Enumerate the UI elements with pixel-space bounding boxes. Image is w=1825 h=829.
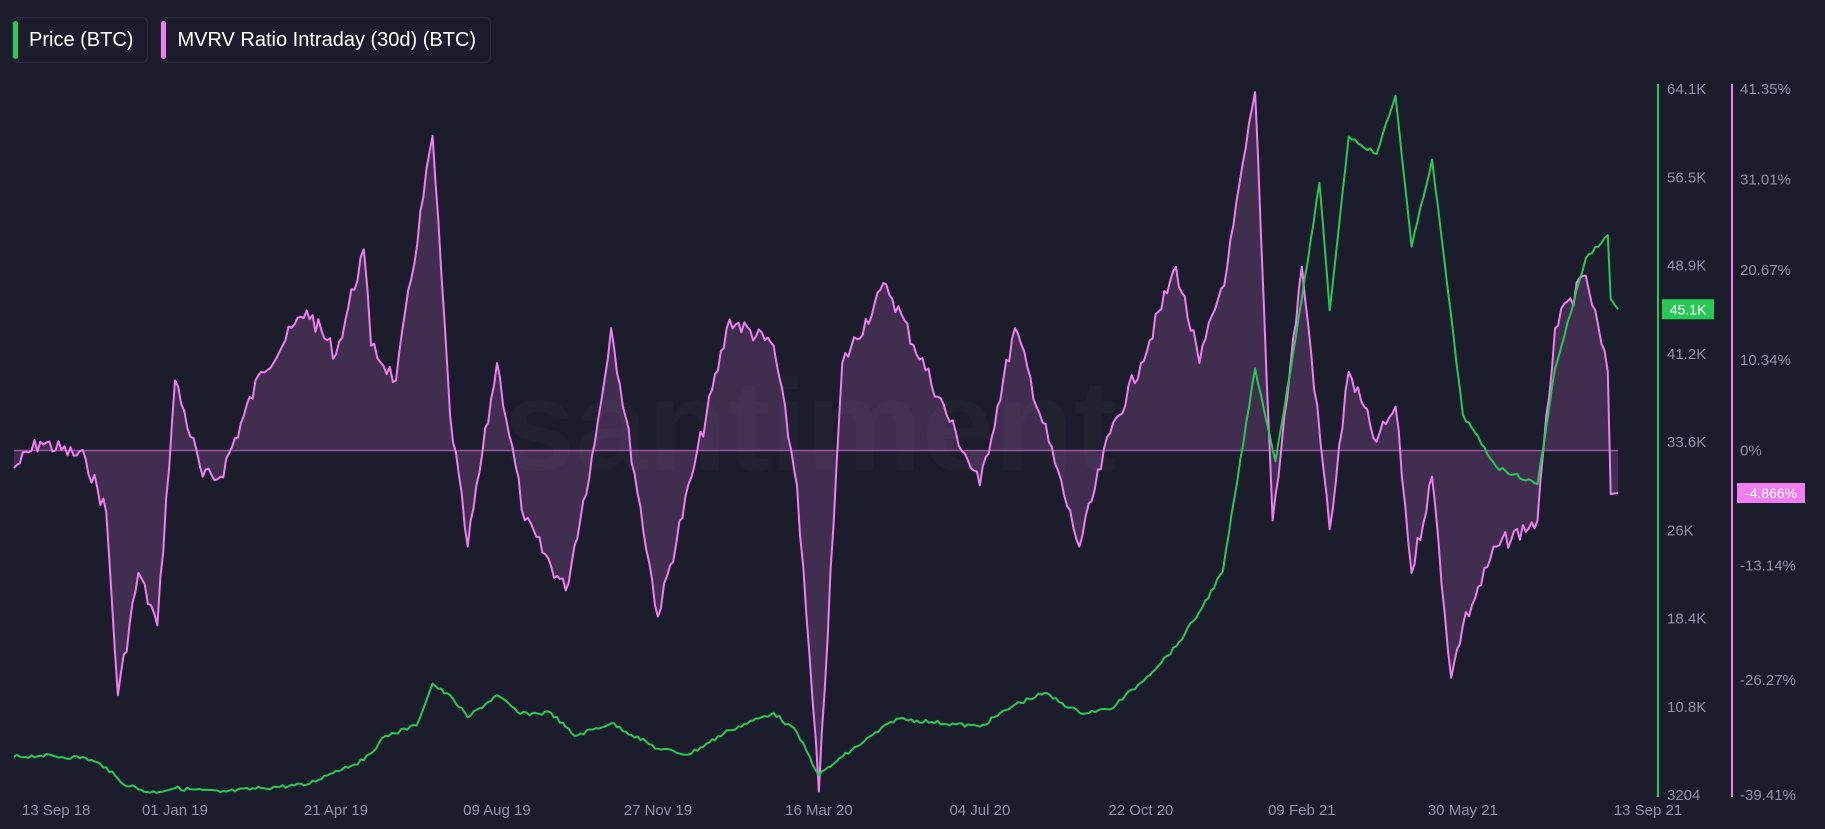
x-axis-tick-label: 22 Oct 20 bbox=[1108, 802, 1173, 819]
legend-item-price[interactable]: Price (BTC) bbox=[12, 17, 149, 63]
right-axis-tick-label: 31.01% bbox=[1740, 171, 1791, 188]
price-series-line bbox=[13, 95, 1619, 794]
price-swatch bbox=[13, 21, 18, 59]
right-axis-tick-label: 20.67% bbox=[1740, 262, 1791, 279]
legend-item-mvrv[interactable]: MVRV Ratio Intraday (30d) (BTC) bbox=[160, 17, 492, 63]
x-axis-tick-label: 21 Apr 19 bbox=[304, 802, 368, 819]
current-mvrv-label: -4.866% bbox=[1745, 485, 1797, 501]
chart-legend: Price (BTC) MVRV Ratio Intraday (30d) (B… bbox=[12, 17, 492, 63]
x-axis-tick-label: 09 Feb 21 bbox=[1268, 802, 1336, 819]
left-axis-tick-label: 56.5K bbox=[1667, 169, 1706, 186]
right-axis-tick-label: -26.27% bbox=[1740, 672, 1796, 689]
right-axis-tick-label: -39.41% bbox=[1740, 787, 1796, 804]
mvrv-layer bbox=[13, 91, 1619, 793]
left-axis-tick-label: 26K bbox=[1667, 522, 1694, 539]
right-axis-tick-label: 10.34% bbox=[1740, 352, 1791, 369]
right-axis-tick-label: 0% bbox=[1740, 442, 1762, 459]
current-price-badge bbox=[1662, 299, 1714, 320]
price-layer bbox=[13, 95, 1619, 794]
left-axis-tick-label: 10.8K bbox=[1667, 699, 1706, 716]
x-axis-tick-label: 04 Jul 20 bbox=[949, 802, 1010, 819]
current-mvrv-badge bbox=[1737, 483, 1805, 504]
x-axis-tick-label: 16 Mar 20 bbox=[785, 802, 853, 819]
x-axis-tick-label: 13 Sep 18 bbox=[22, 802, 90, 819]
x-axis-tick-label: 01 Jan 19 bbox=[142, 802, 208, 819]
left-axis-tick-label: 18.4K bbox=[1667, 611, 1706, 628]
legend-label-mvrv: MVRV Ratio Intraday (30d) (BTC) bbox=[177, 28, 477, 51]
left-axis-tick-label: 41.2K bbox=[1667, 346, 1706, 363]
mvrv-swatch bbox=[161, 21, 167, 59]
x-axis-tick-label: 27 Nov 19 bbox=[624, 802, 692, 819]
mvrv-series-line bbox=[13, 91, 1619, 793]
axes-layer: 64.1K 56.5K 48.9K 41.2K 33.6K 26K 18.4K 10.8K 32… bbox=[22, 81, 1805, 819]
x-axis-tick-label: 30 May 21 bbox=[1428, 802, 1498, 819]
left-axis-tick-label: 3204 bbox=[1667, 787, 1700, 804]
legend-label-price: Price (BTC) bbox=[29, 28, 134, 51]
x-axis-tick-label: 13 Sep 21 bbox=[1614, 802, 1682, 819]
mvrv-area bbox=[14, 92, 1618, 792]
right-axis-tick-label: -13.14% bbox=[1740, 557, 1796, 574]
right-axis-tick-label: 41.35% bbox=[1740, 81, 1791, 98]
left-axis-tick-label: 64.1K bbox=[1667, 81, 1706, 98]
left-axis-tick-label: 33.6K bbox=[1667, 434, 1706, 451]
x-axis-tick-label: 09 Aug 19 bbox=[463, 802, 531, 819]
left-axis-tick-label: 48.9K bbox=[1667, 258, 1706, 275]
current-price-label: 45.1K bbox=[1670, 301, 1707, 317]
